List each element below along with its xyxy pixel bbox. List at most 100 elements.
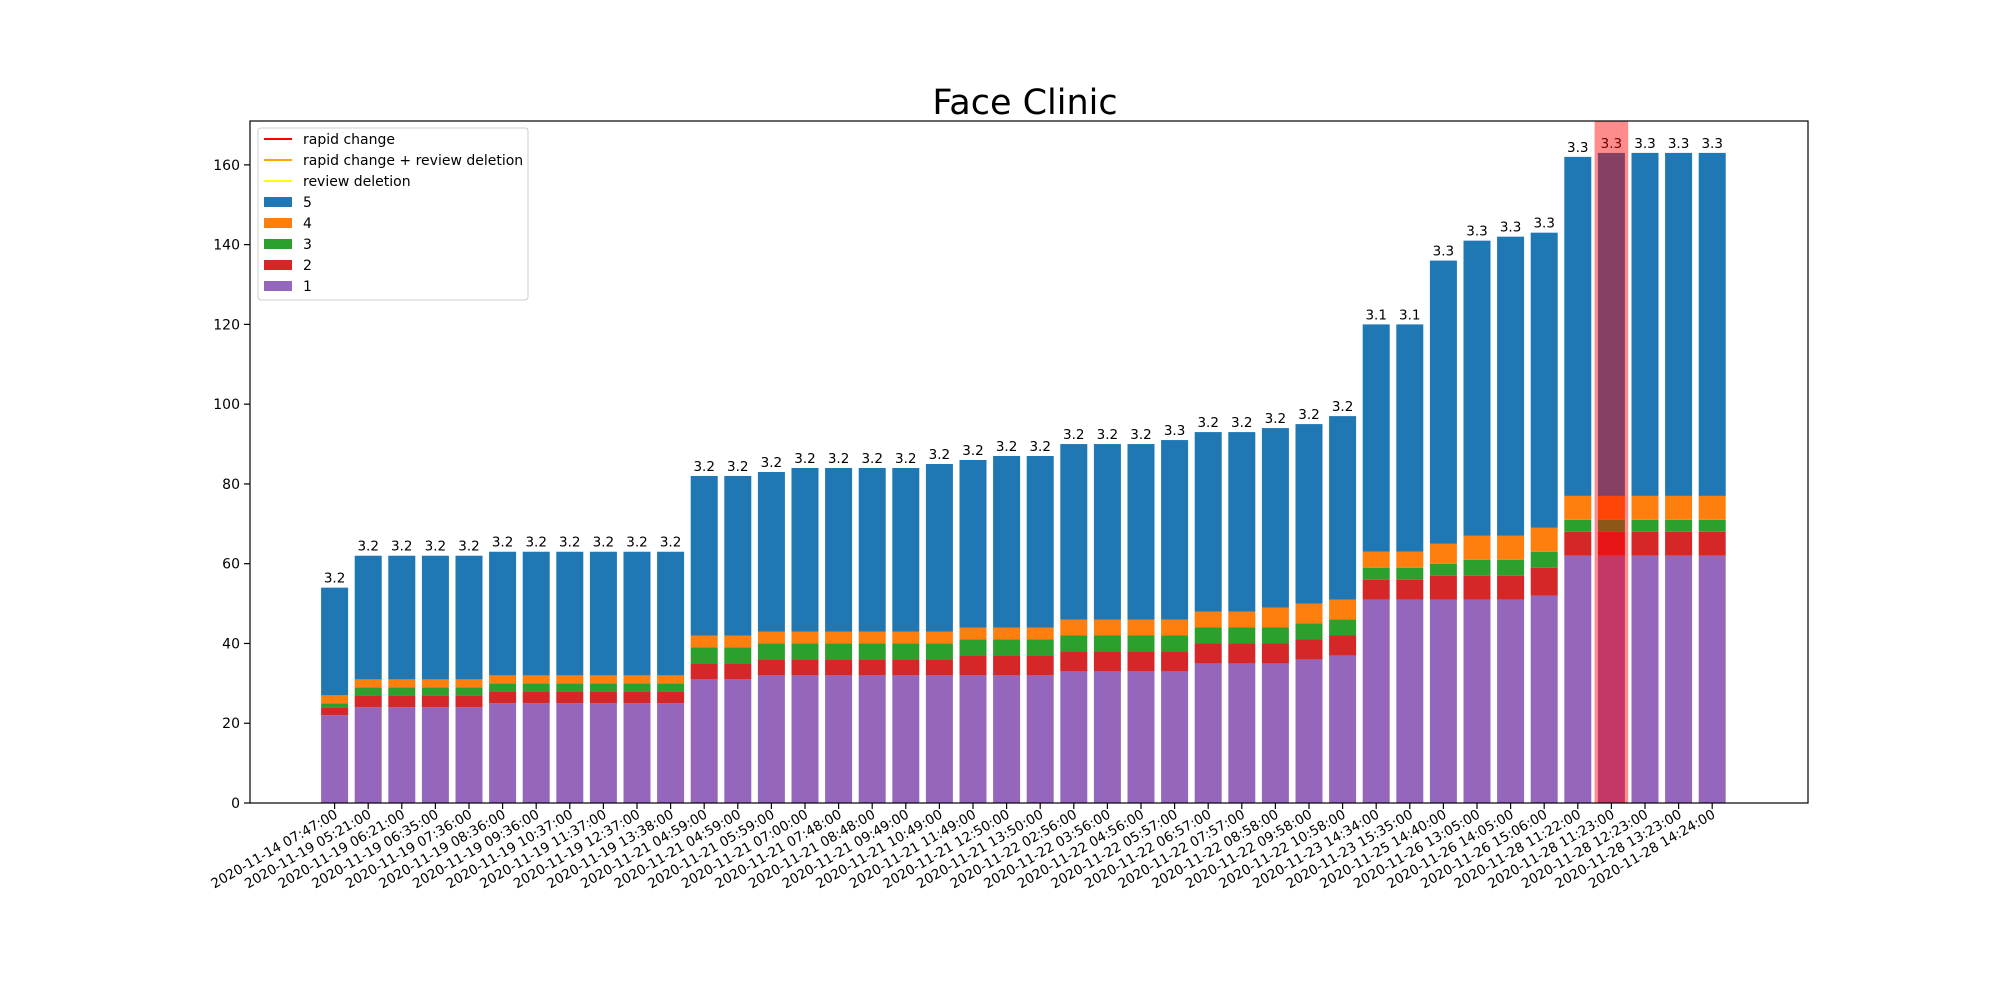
legend-bar-swatch (264, 260, 292, 270)
bar-value-label: 3.3 (1601, 136, 1622, 152)
bar-segment-rating-2 (1362, 579, 1390, 600)
bar-segment-rating-4 (925, 631, 953, 644)
y-tick-label: 100 (213, 397, 240, 413)
bar-segment-rating-3 (1060, 635, 1088, 652)
bar-segment-rating-4 (858, 631, 886, 644)
bar-segment-rating-1 (1597, 555, 1625, 803)
bar-segment-rating-3 (1261, 627, 1289, 644)
bar-value-label: 3.2 (425, 539, 446, 555)
bar-segment-rating-4 (556, 675, 584, 684)
bar-segment-rating-5 (757, 471, 785, 632)
bar-segment-rating-2 (1429, 575, 1457, 600)
bar-segment-rating-3 (858, 643, 886, 660)
bar-segment-rating-4 (1530, 527, 1558, 552)
bar-segment-rating-2 (1530, 567, 1558, 596)
bar-segment-rating-1 (1329, 655, 1357, 803)
bar-value-label: 3.2 (693, 459, 714, 475)
bar-value-label: 3.2 (1130, 427, 1151, 443)
bar-segment-rating-3 (1093, 635, 1121, 652)
bar-segment-rating-4 (1564, 495, 1592, 520)
bar-segment-rating-4 (757, 631, 785, 644)
bar-segment-rating-5 (1497, 236, 1525, 536)
bar-segment-rating-4 (825, 631, 853, 644)
bar-segment-rating-2 (791, 659, 819, 676)
bar-segment-rating-4 (354, 679, 382, 688)
bar-segment-rating-2 (556, 691, 584, 704)
bar-value-label: 3.3 (1634, 136, 1655, 152)
bar-segment-rating-2 (1295, 639, 1323, 660)
bar-segment-rating-5 (858, 467, 886, 632)
bar-segment-rating-3 (1194, 627, 1222, 644)
bar-segment-rating-1 (556, 703, 584, 803)
bar-segment-rating-2 (757, 659, 785, 676)
bar-value-label: 3.2 (1332, 399, 1353, 415)
legend-bar-swatch (264, 197, 292, 207)
bar-value-label: 3.1 (1365, 307, 1386, 323)
bar-segment-rating-2 (1698, 531, 1726, 556)
bar-segment-rating-3 (892, 643, 920, 660)
bar-segment-rating-2 (1631, 531, 1659, 556)
legend-entry-label: 4 (303, 216, 312, 232)
bar-segment-rating-2 (455, 695, 483, 708)
bar-segment-rating-1 (1497, 599, 1525, 803)
bar-segment-rating-5 (421, 555, 449, 680)
bar-segment-rating-2 (1396, 579, 1424, 600)
bar-value-label: 3.3 (1567, 140, 1588, 156)
bar-segment-rating-3 (354, 687, 382, 696)
bar-segment-rating-5 (959, 460, 987, 628)
bar-segment-rating-1 (421, 707, 449, 803)
bar-segment-rating-1 (690, 679, 718, 803)
bar-segment-rating-2 (1497, 575, 1525, 600)
bar-segment-rating-3 (1127, 635, 1155, 652)
bar-segment-rating-1 (925, 675, 953, 803)
bar-segment-rating-4 (1228, 611, 1256, 628)
bar-segment-rating-2 (1665, 531, 1693, 556)
legend-entry-label: 1 (303, 279, 312, 295)
bar-segment-rating-1 (489, 703, 517, 803)
bar-segment-rating-3 (1295, 623, 1323, 640)
bar-segment-rating-4 (724, 635, 752, 648)
bar-segment-rating-3 (623, 683, 651, 692)
bar-segment-rating-5 (1161, 440, 1189, 620)
bar-value-label: 3.2 (1029, 439, 1050, 455)
bar-segment-rating-2 (858, 659, 886, 676)
bar-segment-rating-5 (321, 587, 349, 696)
bar-segment-rating-4 (1396, 551, 1424, 568)
bar-segment-rating-1 (1396, 599, 1424, 803)
bar-segment-rating-5 (1597, 152, 1625, 496)
bar-segment-rating-1 (1161, 671, 1189, 803)
y-tick-label: 0 (231, 796, 240, 812)
bar-segment-rating-2 (489, 691, 517, 704)
bar-segment-rating-1 (1093, 671, 1121, 803)
bar-segment-rating-3 (757, 643, 785, 660)
bar-segment-rating-5 (1698, 152, 1726, 496)
chart-title: Face Clinic (932, 83, 1117, 123)
bar-segment-rating-2 (1261, 643, 1289, 664)
bar-value-label: 3.2 (1265, 411, 1286, 427)
bar-segment-rating-3 (1463, 559, 1491, 576)
y-tick-label: 160 (213, 158, 240, 174)
bar-segment-rating-4 (388, 679, 416, 688)
bar-segment-rating-2 (321, 707, 349, 716)
bar-segment-rating-5 (1060, 444, 1088, 620)
bar-value-label: 3.2 (593, 535, 614, 551)
bar-segment-rating-2 (1093, 651, 1121, 672)
bar-segment-rating-3 (1329, 619, 1357, 636)
bar-segment-rating-3 (556, 683, 584, 692)
bar-value-label: 3.3 (1533, 216, 1554, 232)
legend-box (257, 127, 529, 301)
bar-segment-rating-3 (993, 639, 1021, 656)
bar-segment-rating-5 (657, 551, 685, 676)
bar-segment-rating-5 (623, 551, 651, 676)
bar-value-label: 3.2 (828, 451, 849, 467)
bar-segment-rating-5 (1396, 324, 1424, 552)
bar-segment-rating-3 (455, 687, 483, 696)
bar-segment-rating-4 (1127, 619, 1155, 636)
bar-segment-rating-3 (388, 687, 416, 696)
bar-segment-rating-5 (1564, 156, 1592, 496)
bar-segment-rating-2 (892, 659, 920, 676)
bar-segment-rating-5 (1429, 260, 1457, 544)
bar-segment-rating-5 (925, 463, 953, 632)
bar-segment-rating-1 (321, 715, 349, 803)
bar-segment-rating-3 (321, 703, 349, 708)
